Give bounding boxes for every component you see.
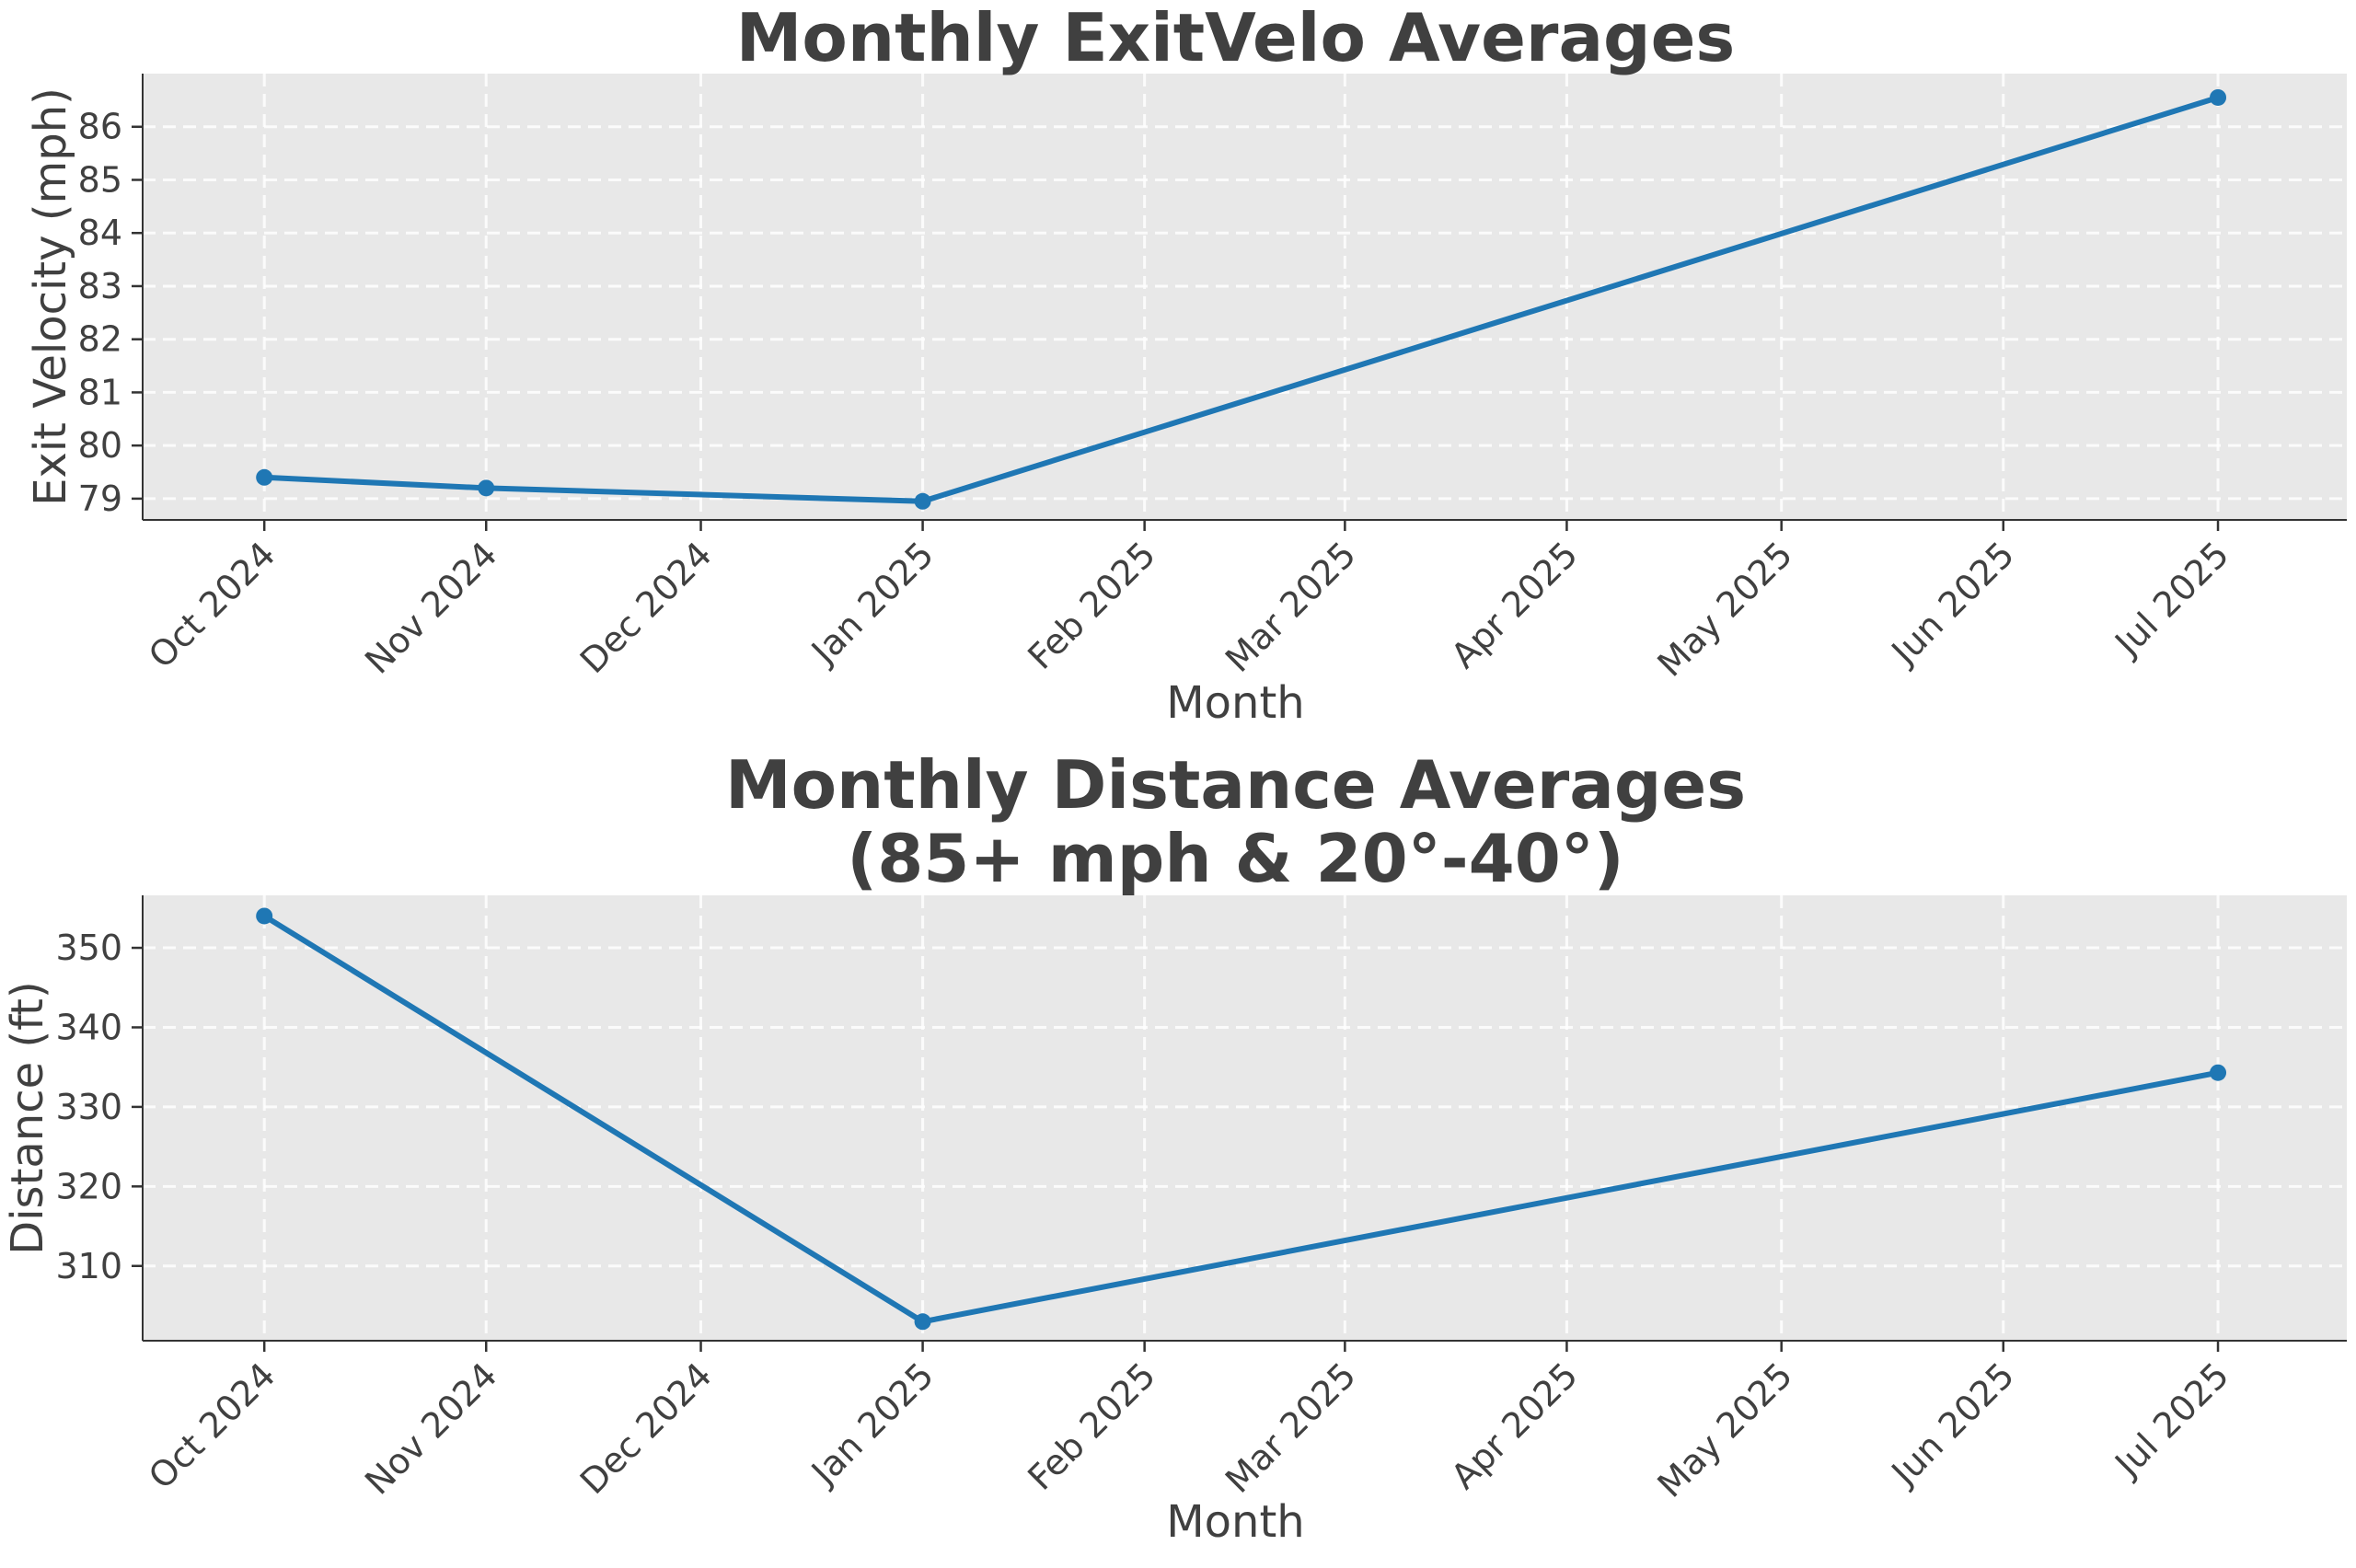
series-line bbox=[261, 95, 2221, 504]
x-tick-label: Mar 2025 bbox=[1218, 1355, 1364, 1501]
x-tick-label: Dec 2024 bbox=[572, 534, 720, 681]
y-tick-label: 81 bbox=[78, 372, 122, 412]
chart-panel-2: 310 320 330 340 350 Oct 2024 Nov 2024 Dec 2024 J… bbox=[2, 746, 2347, 1548]
x-tick-label: Feb 2025 bbox=[1020, 534, 1163, 677]
y-tick-label: 330 bbox=[55, 1087, 122, 1127]
data-point bbox=[478, 479, 495, 497]
data-point bbox=[914, 1313, 931, 1331]
x-tick-label: May 2025 bbox=[1649, 534, 1800, 685]
x-tick-label: Jul 2025 bbox=[2107, 1355, 2237, 1485]
chart-title: Monthly ExitVelo Averages bbox=[736, 0, 1736, 76]
x-tick-label: Mar 2025 bbox=[1218, 534, 1364, 680]
y-tick-label: 350 bbox=[55, 928, 122, 968]
chart-panel-1: 79 80 81 82 83 84 85 86 Oct 2024 Nov 2024 Dec 2024… bbox=[25, 0, 2347, 729]
x-tick-label: Jan 2025 bbox=[803, 534, 941, 673]
x-tick-label: May 2025 bbox=[1649, 1355, 1800, 1505]
plot-area bbox=[143, 74, 2347, 520]
y-tick-label: 320 bbox=[55, 1166, 122, 1206]
x-tick-label: Jan 2025 bbox=[803, 1355, 941, 1493]
plot-area bbox=[143, 895, 2347, 1341]
x-tick-label: Apr 2025 bbox=[1443, 534, 1586, 676]
y-tick-label: 79 bbox=[78, 478, 122, 519]
y-tick-label: 84 bbox=[78, 213, 122, 253]
x-axis-label: Month bbox=[1166, 677, 1304, 729]
x-tick-label: Jun 2025 bbox=[1883, 534, 2022, 673]
x-tick-label: Jul 2025 bbox=[2107, 534, 2237, 664]
data-point bbox=[256, 468, 273, 486]
data-point bbox=[256, 907, 273, 925]
x-tick-label: Jun 2025 bbox=[1883, 1355, 2022, 1493]
chart-title: Monthly Distance Averages bbox=[725, 746, 1746, 824]
y-tick-label: 340 bbox=[55, 1007, 122, 1047]
x-tick-label: Dec 2024 bbox=[572, 1355, 720, 1502]
y-tick-label: 80 bbox=[78, 425, 122, 466]
x-tick-label: Oct 2024 bbox=[141, 534, 283, 676]
y-tick-label: 310 bbox=[55, 1246, 122, 1286]
data-point bbox=[2210, 1064, 2227, 1081]
y-tick-label: 86 bbox=[78, 107, 122, 147]
x-tick-label: Nov 2024 bbox=[357, 534, 504, 681]
x-tick-label: Nov 2024 bbox=[357, 1355, 504, 1502]
y-axis-label: Exit Velocity (mph) bbox=[25, 87, 76, 506]
y-axis-label: Distance (ft) bbox=[2, 981, 53, 1254]
y-tick-label: 82 bbox=[78, 319, 122, 360]
x-axis-label: Month bbox=[1166, 1496, 1304, 1548]
chart-title: (85+ mph & 20°-40°) bbox=[847, 820, 1623, 897]
x-tick-label: Feb 2025 bbox=[1020, 1355, 1163, 1498]
x-tick-label: Apr 2025 bbox=[1443, 1355, 1586, 1497]
y-tick-label: 83 bbox=[78, 266, 122, 306]
y-tick-label: 85 bbox=[78, 159, 122, 200]
x-tick-label: Oct 2024 bbox=[141, 1355, 283, 1497]
data-point bbox=[914, 492, 931, 510]
data-point bbox=[2210, 88, 2227, 106]
